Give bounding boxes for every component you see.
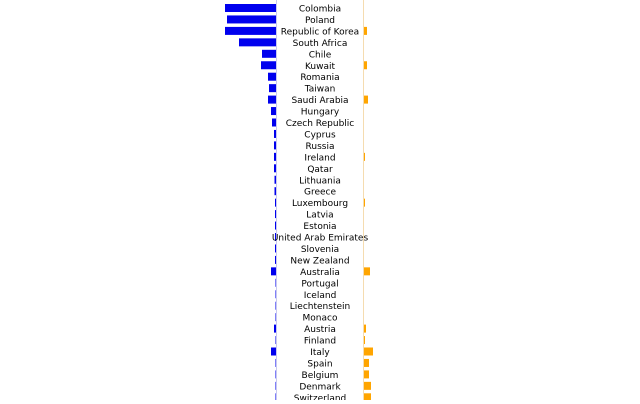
category-label: Taiwan (304, 85, 336, 95)
category-label: Hungary (301, 108, 340, 118)
category-label: Belgium (302, 371, 339, 381)
right-bar (364, 267, 370, 276)
category-label: United Arab Emirates (272, 234, 369, 244)
category-label: Romania (300, 73, 339, 83)
category-label: Republic of Korea (281, 27, 359, 37)
left-bar (275, 381, 276, 390)
left-bar (274, 324, 276, 333)
category-label: Cyprus (304, 130, 336, 140)
left-bar (275, 198, 276, 207)
left-bar (269, 84, 276, 93)
category-label: Russia (306, 142, 335, 152)
category-label: Switzerland (294, 394, 347, 400)
left-bar (271, 267, 276, 276)
left-bar (261, 61, 276, 70)
left-bar (274, 129, 276, 138)
left-bar (272, 118, 276, 127)
left-bar (275, 313, 276, 322)
right-bar (364, 324, 366, 333)
left-bar (225, 26, 276, 35)
category-label: Poland (305, 16, 335, 26)
category-label: Australia (300, 268, 340, 278)
left-bar (274, 141, 276, 150)
category-label: Finland (304, 337, 336, 347)
category-label: Portugal (301, 279, 338, 289)
category-label: Greece (304, 188, 336, 198)
right-bar (364, 152, 365, 161)
left-bar (275, 358, 276, 367)
right-bar (364, 370, 369, 379)
left-bar (275, 278, 276, 287)
left-bar (268, 72, 276, 81)
category-label: Italy (310, 348, 330, 358)
right-bar (364, 26, 367, 35)
left-bar (275, 255, 276, 264)
left-bar (275, 210, 276, 219)
right-bars (363, 0, 373, 402)
left-bar (275, 233, 276, 241)
left-bar (262, 49, 276, 58)
category-label: Colombia (299, 5, 341, 15)
right-bar (364, 336, 365, 345)
category-label: Iceland (304, 291, 337, 301)
category-label: Slovenia (301, 245, 339, 255)
category-label: Qatar (307, 165, 333, 175)
category-label: Saudi Arabia (291, 96, 348, 106)
right-bar (364, 393, 371, 402)
left-bar (275, 370, 276, 379)
category-label: Denmark (299, 382, 341, 392)
left-bar (274, 164, 276, 173)
category-label: South Africa (293, 39, 348, 49)
category-label: New Zealand (290, 256, 349, 266)
left-bar (227, 15, 276, 24)
left-bar (275, 301, 276, 310)
left-bar (271, 347, 276, 356)
category-label: Monaco (303, 314, 338, 324)
category-label: Liechtenstein (290, 302, 350, 312)
category-label: Kuwait (305, 62, 336, 72)
left-bar (271, 107, 276, 116)
left-bar (225, 4, 276, 12)
category-label: Luxembourg (292, 199, 348, 209)
left-bar (275, 290, 276, 299)
left-bar (275, 221, 276, 230)
category-label: Latvia (306, 211, 333, 221)
right-bar (364, 198, 365, 207)
right-bar (364, 381, 371, 390)
category-label: Spain (307, 359, 332, 369)
left-bar (274, 187, 276, 196)
category-label: Estonia (303, 222, 336, 232)
left-bar (274, 175, 276, 184)
category-label: Ireland (304, 153, 335, 163)
right-bar (364, 358, 369, 367)
left-bar (239, 38, 276, 47)
right-bar (364, 95, 368, 104)
category-label: Austria (304, 325, 336, 335)
left-bar (275, 244, 276, 253)
category-label: Czech Republic (286, 119, 355, 129)
right-bar (364, 61, 367, 70)
left-bar (275, 336, 276, 345)
category-label: Lithuania (299, 176, 341, 186)
left-bar (274, 152, 276, 161)
right-bar (364, 347, 373, 356)
left-bars (225, 0, 277, 402)
left-bar (275, 393, 276, 402)
left-bar (268, 95, 276, 104)
category-label: Chile (309, 50, 332, 60)
